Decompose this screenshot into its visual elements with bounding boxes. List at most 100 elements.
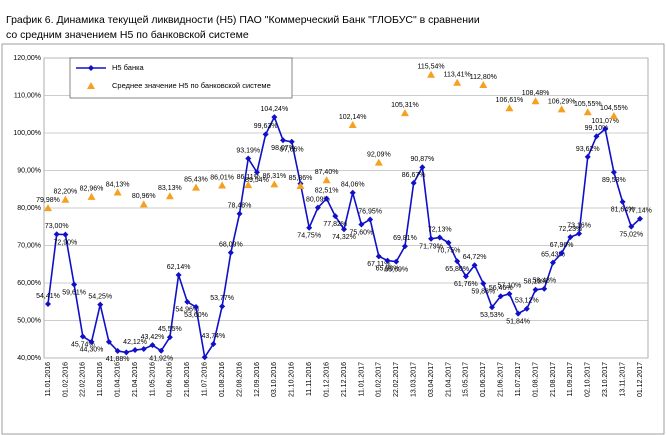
data-point xyxy=(576,230,583,237)
y-tick-label: 40,00% xyxy=(17,355,41,362)
data-label: 57,10% xyxy=(498,283,522,290)
data-point xyxy=(489,304,495,311)
x-tick-label: 12.09.2016 xyxy=(254,362,261,397)
data-point xyxy=(523,305,530,312)
data-label: 74,32% xyxy=(332,234,356,241)
x-tick-label: 11.07.2017 xyxy=(515,362,522,397)
data-label: 58,19% xyxy=(524,279,548,286)
x-tick-label: 01.12.2017 xyxy=(637,362,644,397)
data-label: 68,09% xyxy=(219,242,243,249)
x-tick-label: 21.12.2016 xyxy=(341,362,348,397)
data-point xyxy=(471,262,478,269)
x-tick-label: 11.03.2016 xyxy=(97,362,104,397)
x-tick-label: 01.06.2016 xyxy=(167,362,174,397)
data-label: 86,67% xyxy=(402,172,426,179)
y-tick-label: 90,00% xyxy=(17,167,41,174)
data-point xyxy=(245,155,252,162)
y-tick-label: 50,00% xyxy=(17,317,41,324)
data-point xyxy=(61,195,70,203)
data-point xyxy=(532,286,539,293)
x-tick-label: 21.10.2016 xyxy=(289,362,296,397)
data-label: 112,80% xyxy=(470,74,497,81)
data-label: 61,76% xyxy=(454,281,478,288)
data-label: 105,31% xyxy=(391,102,419,109)
data-point xyxy=(453,78,462,86)
data-point xyxy=(184,298,191,305)
y-tick-label: 80,00% xyxy=(17,205,41,212)
x-tick-label: 03.10.2016 xyxy=(271,362,278,397)
data-label: 99,10% xyxy=(585,125,609,132)
data-label: 104,24% xyxy=(261,106,289,113)
data-label: 77,14% xyxy=(628,208,652,215)
data-point xyxy=(567,234,574,241)
data-label: 106,29% xyxy=(548,98,576,105)
data-label: 67,11% xyxy=(367,261,390,268)
x-tick-label: 22.02.2017 xyxy=(393,362,400,397)
data-point xyxy=(123,349,130,356)
data-point xyxy=(253,169,260,176)
data-point xyxy=(219,303,226,310)
data-label: 73,16% xyxy=(567,222,591,229)
x-tick-label: 22.02.2016 xyxy=(80,362,87,397)
data-label: 64,72% xyxy=(463,254,487,261)
data-point xyxy=(113,188,122,196)
data-label: 80,09% xyxy=(306,197,330,204)
data-label: 105,55% xyxy=(574,101,602,108)
data-label: 71,79% xyxy=(419,244,443,251)
data-point xyxy=(419,164,426,171)
data-point xyxy=(271,114,278,121)
y-tick-label: 110,00% xyxy=(14,92,41,99)
x-tick-label: 11.01.2016 xyxy=(45,362,52,397)
data-label: 75,60% xyxy=(350,229,374,236)
x-tick-label: 01.06.2017 xyxy=(480,362,487,397)
data-label: 54,25% xyxy=(88,293,112,300)
data-label: 98,07% xyxy=(271,145,295,152)
x-tick-label: 01.12.2016 xyxy=(323,362,330,397)
data-point xyxy=(53,231,60,238)
data-label: 58,48% xyxy=(532,278,556,285)
data-point xyxy=(602,125,609,132)
data-label: 45,55% xyxy=(158,326,182,333)
data-point xyxy=(218,181,227,189)
data-point xyxy=(314,204,321,211)
y-tick-label: 60,00% xyxy=(17,280,41,287)
legend xyxy=(69,57,293,99)
data-label: 75,02% xyxy=(619,232,643,239)
data-point xyxy=(479,81,488,88)
data-label: 73,00% xyxy=(45,223,69,230)
data-point xyxy=(288,138,295,145)
chart-title: со средним значением Н5 по банковской си… xyxy=(6,29,249,41)
data-label: 106,61% xyxy=(496,97,524,104)
data-label: 56,46% xyxy=(489,285,513,292)
data-label: 62,14% xyxy=(167,264,191,271)
data-label: 115,54% xyxy=(417,64,444,71)
data-point xyxy=(227,249,234,256)
chart-frame xyxy=(1,43,665,435)
legend-marker xyxy=(88,65,94,71)
data-label: 78,48% xyxy=(228,203,252,210)
data-label: 102,14% xyxy=(339,114,367,121)
data-label: 76,95% xyxy=(358,208,382,215)
data-point xyxy=(505,104,514,112)
data-point xyxy=(445,239,452,246)
data-label: 79,98% xyxy=(36,197,60,204)
data-point xyxy=(375,253,382,260)
data-point xyxy=(236,210,243,217)
x-tick-label: 01.04.2016 xyxy=(114,362,121,397)
data-point xyxy=(506,290,513,297)
data-label: 89,54% xyxy=(245,177,269,184)
data-point xyxy=(296,182,305,190)
x-tick-label: 11.07.2016 xyxy=(202,362,209,397)
data-point xyxy=(71,281,78,288)
data-label: 85,43% xyxy=(184,176,208,183)
data-point xyxy=(341,226,347,233)
data-point xyxy=(201,354,208,361)
data-label: 101,07% xyxy=(591,118,619,125)
x-tick-label: 13.03.2017 xyxy=(410,362,417,397)
data-point xyxy=(583,108,592,116)
chart-title: График 6. Динамика текущей ликвидности (… xyxy=(6,14,480,26)
data-label: 65,69% xyxy=(384,267,408,274)
data-point xyxy=(88,338,95,345)
data-point xyxy=(45,300,51,307)
